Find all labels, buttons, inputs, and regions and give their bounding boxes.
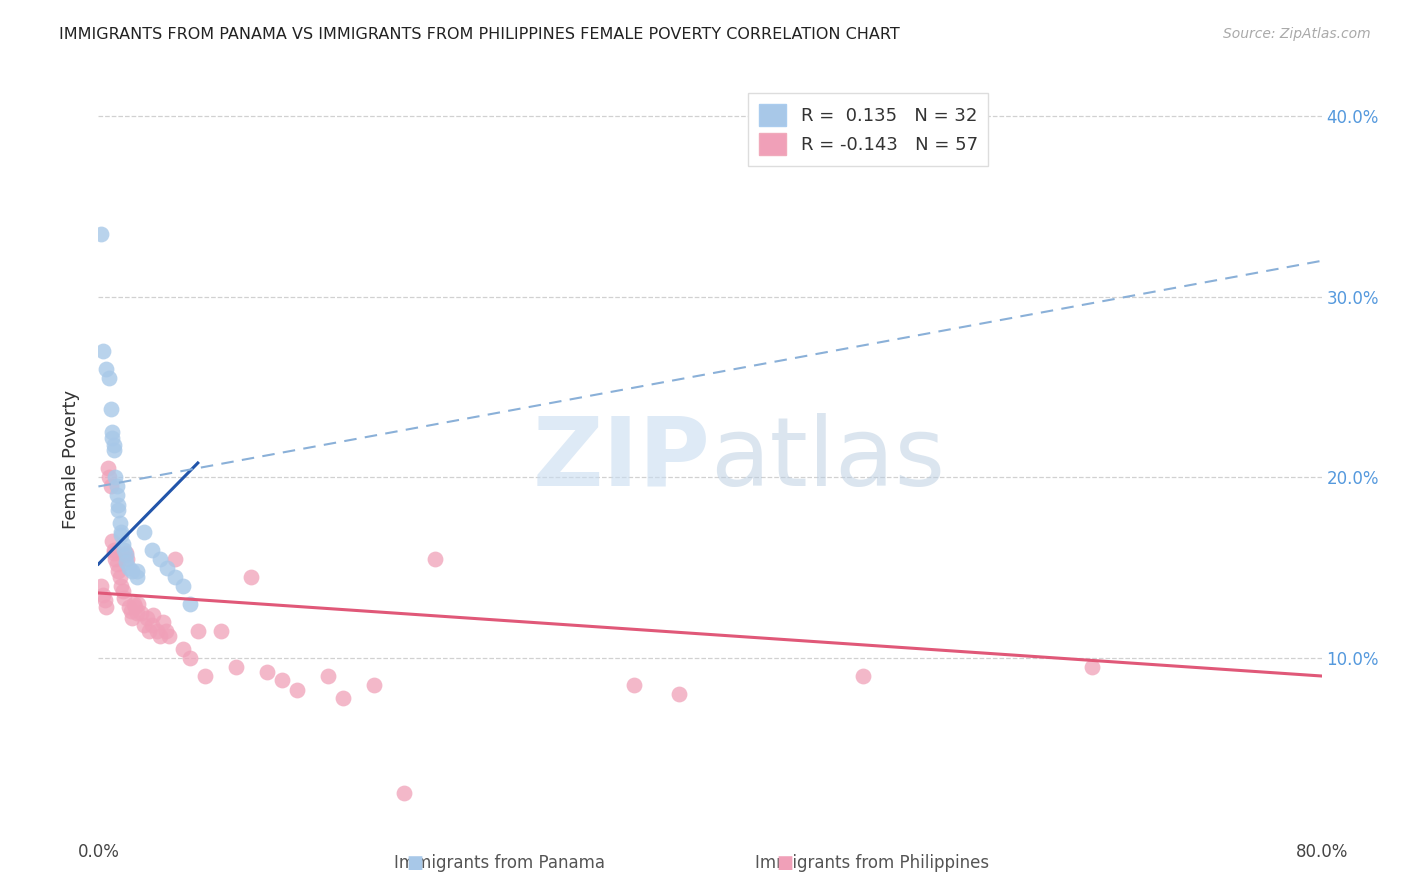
- Point: [363, 678, 385, 692]
- Point: [100, 479, 122, 493]
- Text: ■: ■: [406, 855, 423, 872]
- Point: [108, 570, 131, 584]
- Point: [101, 425, 124, 440]
- Point: [172, 579, 194, 593]
- Point: [105, 488, 128, 502]
- Point: [104, 470, 127, 484]
- Point: [163, 570, 186, 584]
- Point: [141, 542, 163, 557]
- Point: [423, 551, 446, 566]
- Point: [94, 362, 117, 376]
- Point: [110, 524, 132, 539]
- Point: [121, 564, 143, 578]
- Point: [98, 371, 121, 385]
- Point: [145, 624, 167, 638]
- Point: [101, 533, 124, 548]
- Text: Immigrants from Panama: Immigrants from Panama: [394, 855, 605, 872]
- Point: [107, 564, 129, 578]
- Point: [104, 551, 127, 566]
- Point: [103, 438, 125, 452]
- Point: [103, 542, 125, 557]
- Point: [117, 551, 139, 566]
- Point: [668, 687, 690, 701]
- Point: [90, 227, 112, 241]
- Point: [120, 604, 142, 618]
- Point: [94, 600, 117, 615]
- Y-axis label: Female Poverty: Female Poverty: [62, 390, 80, 529]
- Text: ZIP: ZIP: [531, 413, 710, 506]
- Point: [152, 615, 174, 629]
- Point: [115, 546, 138, 560]
- Text: Immigrants from Philippines: Immigrants from Philippines: [755, 855, 988, 872]
- Point: [1081, 660, 1104, 674]
- Text: ■: ■: [776, 855, 793, 872]
- Point: [111, 537, 134, 551]
- Text: Source: ZipAtlas.com: Source: ZipAtlas.com: [1223, 27, 1371, 41]
- Point: [90, 579, 112, 593]
- Text: IMMIGRANTS FROM PANAMA VS IMMIGRANTS FROM PHILIPPINES FEMALE POVERTY CORRELATION: IMMIGRANTS FROM PANAMA VS IMMIGRANTS FRO…: [59, 27, 900, 42]
- Point: [110, 579, 132, 593]
- Point: [225, 660, 247, 674]
- Point: [125, 570, 148, 584]
- Point: [107, 503, 129, 517]
- Point: [103, 443, 125, 458]
- Point: [179, 597, 201, 611]
- Point: [240, 570, 263, 584]
- Point: [115, 548, 138, 562]
- Point: [111, 584, 134, 599]
- Point: [316, 669, 339, 683]
- Point: [163, 551, 186, 566]
- Point: [155, 624, 177, 638]
- Point: [91, 588, 114, 602]
- Point: [118, 560, 141, 574]
- Point: [91, 344, 114, 359]
- Point: [187, 624, 209, 638]
- Point: [138, 624, 160, 638]
- Point: [156, 560, 179, 574]
- Point: [149, 629, 172, 643]
- Point: [101, 431, 124, 445]
- Point: [285, 683, 308, 698]
- Point: [112, 591, 135, 606]
- Point: [136, 611, 159, 625]
- Point: [93, 593, 115, 607]
- Point: [125, 564, 148, 578]
- Point: [121, 611, 143, 625]
- Point: [332, 690, 354, 705]
- Point: [118, 600, 141, 615]
- Point: [194, 669, 217, 683]
- Point: [115, 555, 138, 569]
- Point: [179, 651, 201, 665]
- Point: [623, 678, 645, 692]
- Point: [392, 786, 416, 800]
- Point: [112, 542, 135, 557]
- Point: [209, 624, 232, 638]
- Legend: R =  0.135   N = 32, R = -0.143   N = 57: R = 0.135 N = 32, R = -0.143 N = 57: [748, 93, 988, 166]
- Point: [134, 524, 156, 539]
- Point: [142, 607, 165, 622]
- Point: [97, 461, 120, 475]
- Point: [134, 618, 156, 632]
- Point: [122, 597, 145, 611]
- Point: [172, 642, 194, 657]
- Point: [107, 498, 129, 512]
- Text: atlas: atlas: [710, 413, 945, 506]
- Point: [105, 557, 128, 571]
- Point: [149, 551, 172, 566]
- Point: [852, 669, 875, 683]
- Point: [157, 629, 180, 643]
- Point: [125, 606, 148, 620]
- Point: [127, 597, 149, 611]
- Point: [270, 673, 292, 687]
- Point: [129, 606, 152, 620]
- Point: [103, 546, 125, 560]
- Point: [124, 600, 146, 615]
- Point: [256, 665, 278, 680]
- Point: [110, 528, 132, 542]
- Point: [141, 618, 163, 632]
- Point: [98, 470, 121, 484]
- Point: [105, 479, 128, 493]
- Point: [100, 401, 122, 416]
- Point: [108, 516, 131, 530]
